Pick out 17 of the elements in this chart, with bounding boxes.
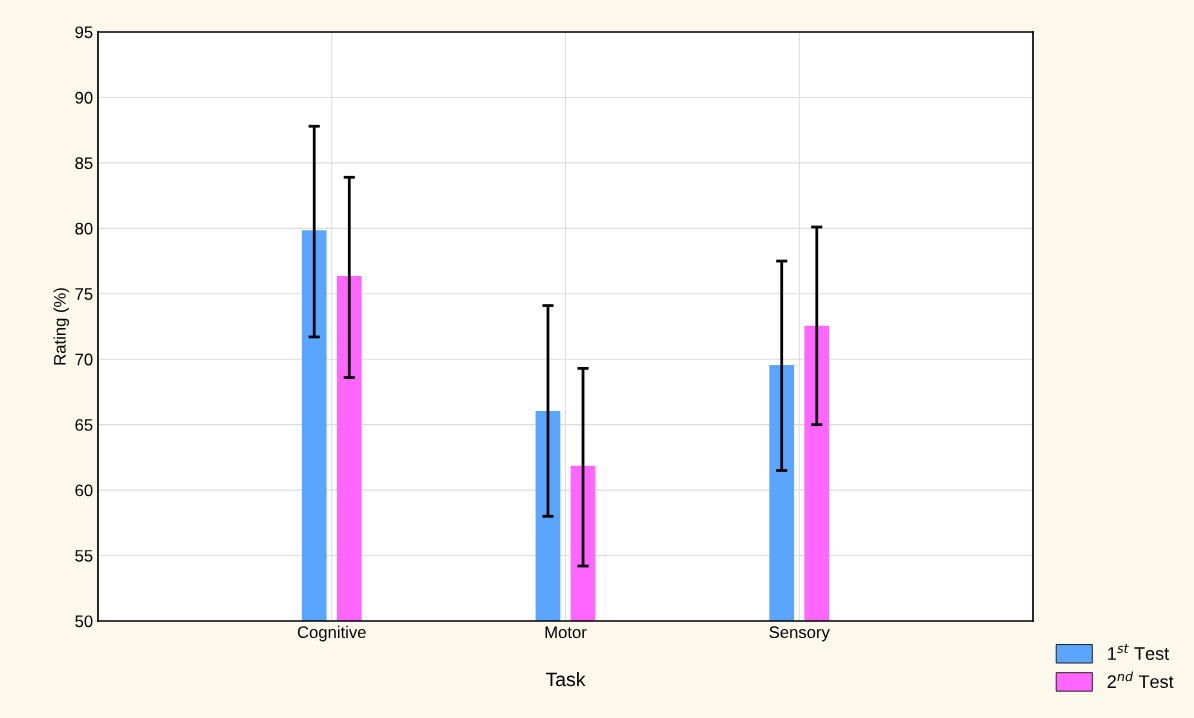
y-tick-label: 95 <box>75 26 93 39</box>
x-tick-label: Cognitive <box>297 625 366 642</box>
legend-label: 2$^{nd}$ Test <box>1107 671 1174 689</box>
x-tick-label: Motor <box>545 626 587 639</box>
y-tick-label: 50 <box>75 615 93 628</box>
y-axis-title: Rating (%) <box>53 288 70 365</box>
y-tick-label: 75 <box>75 288 93 300</box>
y-tick-label: 90 <box>75 91 93 104</box>
x-axis-title: Task <box>545 671 586 687</box>
legend-label: 1$^{st}$ Test <box>1108 643 1170 660</box>
y-tick-label: 55 <box>75 550 93 562</box>
y-tick-label: 65 <box>75 419 93 431</box>
y-tick-label: 60 <box>75 484 93 497</box>
y-tick-label: 85 <box>75 157 93 170</box>
y-tick-label: 80 <box>75 222 93 235</box>
y-tick-label: 70 <box>75 353 93 366</box>
x-tick-label: Sensory <box>769 626 830 642</box>
